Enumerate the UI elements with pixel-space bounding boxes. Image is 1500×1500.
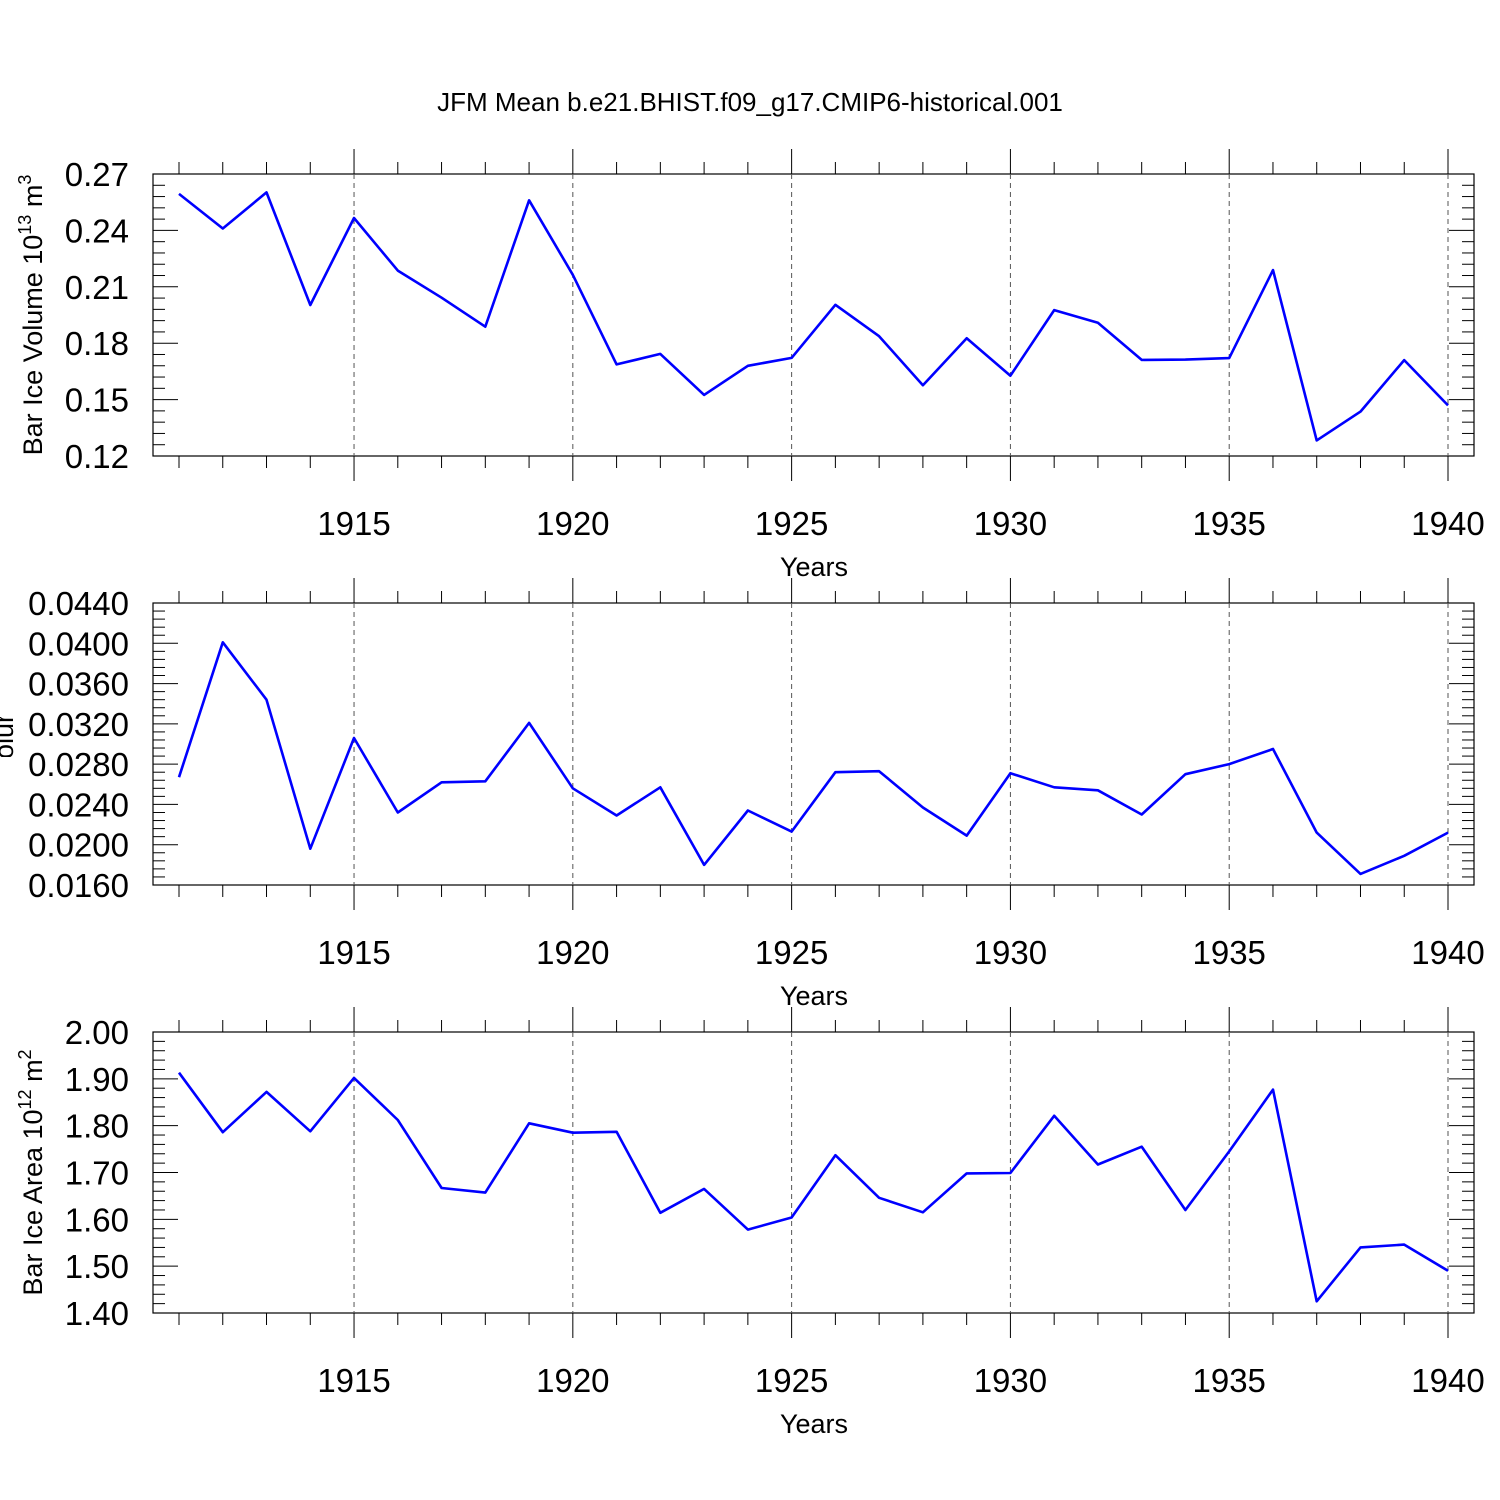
- y-tick-label: 1.50: [65, 1248, 129, 1285]
- y-tick-label: 0.0360: [28, 666, 129, 703]
- x-axis-label: Years: [780, 1409, 848, 1439]
- panel-3: 1915 1920 1925 1930 1935 1940 1.40 1.50 1.60 1.70…: [15, 1007, 1485, 1439]
- y-tick-label: 0.27: [65, 156, 129, 193]
- y-tick-label: 1.80: [65, 1108, 129, 1145]
- series-line: [177, 1071, 1449, 1303]
- y-tick-label: 0.24: [65, 212, 129, 249]
- x-tick-label-1930: 1930: [974, 505, 1047, 542]
- y-tick-label: 0.0320: [28, 706, 129, 743]
- x-tick-label-1915: 1915: [317, 505, 390, 542]
- x-tick-label-1930: 1930: [974, 934, 1047, 971]
- x-tick-label-1940: 1940: [1411, 1362, 1484, 1399]
- y-tick-label: 0.0160: [28, 867, 129, 904]
- x-tick-label-1920: 1920: [536, 505, 609, 542]
- x-tick-label-1935: 1935: [1192, 1362, 1265, 1399]
- y-tick-label: 0.0240: [28, 786, 129, 823]
- x-tick-label-1935: 1935: [1192, 934, 1265, 971]
- x-tick-label-1920: 1920: [536, 1362, 609, 1399]
- plot-frame: [152, 1031, 1475, 1314]
- series-line: [177, 640, 1449, 876]
- x-axis-label: Years: [780, 981, 848, 1011]
- plot-frame: [152, 602, 1475, 886]
- x-tick-label-1930: 1930: [974, 1362, 1047, 1399]
- y-tick-label: 0.21: [65, 269, 129, 306]
- x-tick-label-1925: 1925: [755, 934, 828, 971]
- y-axis-label: Bar Snow Volume 1013 m3: [0, 588, 19, 900]
- y-tick-label: 0.0400: [28, 625, 129, 662]
- y-tick-label: 0.15: [65, 382, 129, 419]
- x-tick-label-1915: 1915: [317, 1362, 390, 1399]
- x-tick-label-1935: 1935: [1192, 505, 1265, 542]
- series-line: [178, 191, 1449, 442]
- y-tick-label: 1.60: [65, 1201, 129, 1238]
- y-tick-label: 1.70: [65, 1155, 129, 1192]
- plot-frame: [152, 173, 1475, 457]
- x-tick-label-1920: 1920: [536, 934, 609, 971]
- y-axis-label: Bar Ice Volume 1013 m3: [15, 175, 48, 456]
- x-tick-label-1925: 1925: [755, 505, 828, 542]
- y-tick-label: 1.90: [65, 1061, 129, 1098]
- figure-title: JFM Mean b.e21.BHIST.f09_g17.CMIP6-histo…: [437, 87, 1063, 117]
- x-axis-label: Years: [780, 552, 848, 582]
- y-tick-label: 2.00: [65, 1014, 129, 1051]
- y-tick-label: 0.0200: [28, 827, 129, 864]
- y-tick-label: 1.40: [65, 1295, 129, 1332]
- x-tick-label-1915: 1915: [317, 934, 390, 971]
- y-axis-label: Bar Ice Area 1012 m2: [15, 1049, 48, 1295]
- panels: 1915 1920 1925 1930 1935 1940 0.12 0.15 0.18 0.21…: [0, 149, 1485, 1439]
- x-tick-label-1940: 1940: [1411, 505, 1484, 542]
- y-tick-label: 0.0280: [28, 746, 129, 783]
- y-tick-label: 0.12: [65, 438, 129, 475]
- y-tick-label: 0.18: [65, 325, 129, 362]
- y-tick-label: 0.0440: [28, 585, 129, 622]
- panel-1: 1915 1920 1925 1930 1935 1940 0.12 0.15 0.18 0.21…: [15, 149, 1485, 582]
- x-tick-label-1925: 1925: [755, 1362, 828, 1399]
- x-tick-label-1940: 1940: [1411, 934, 1484, 971]
